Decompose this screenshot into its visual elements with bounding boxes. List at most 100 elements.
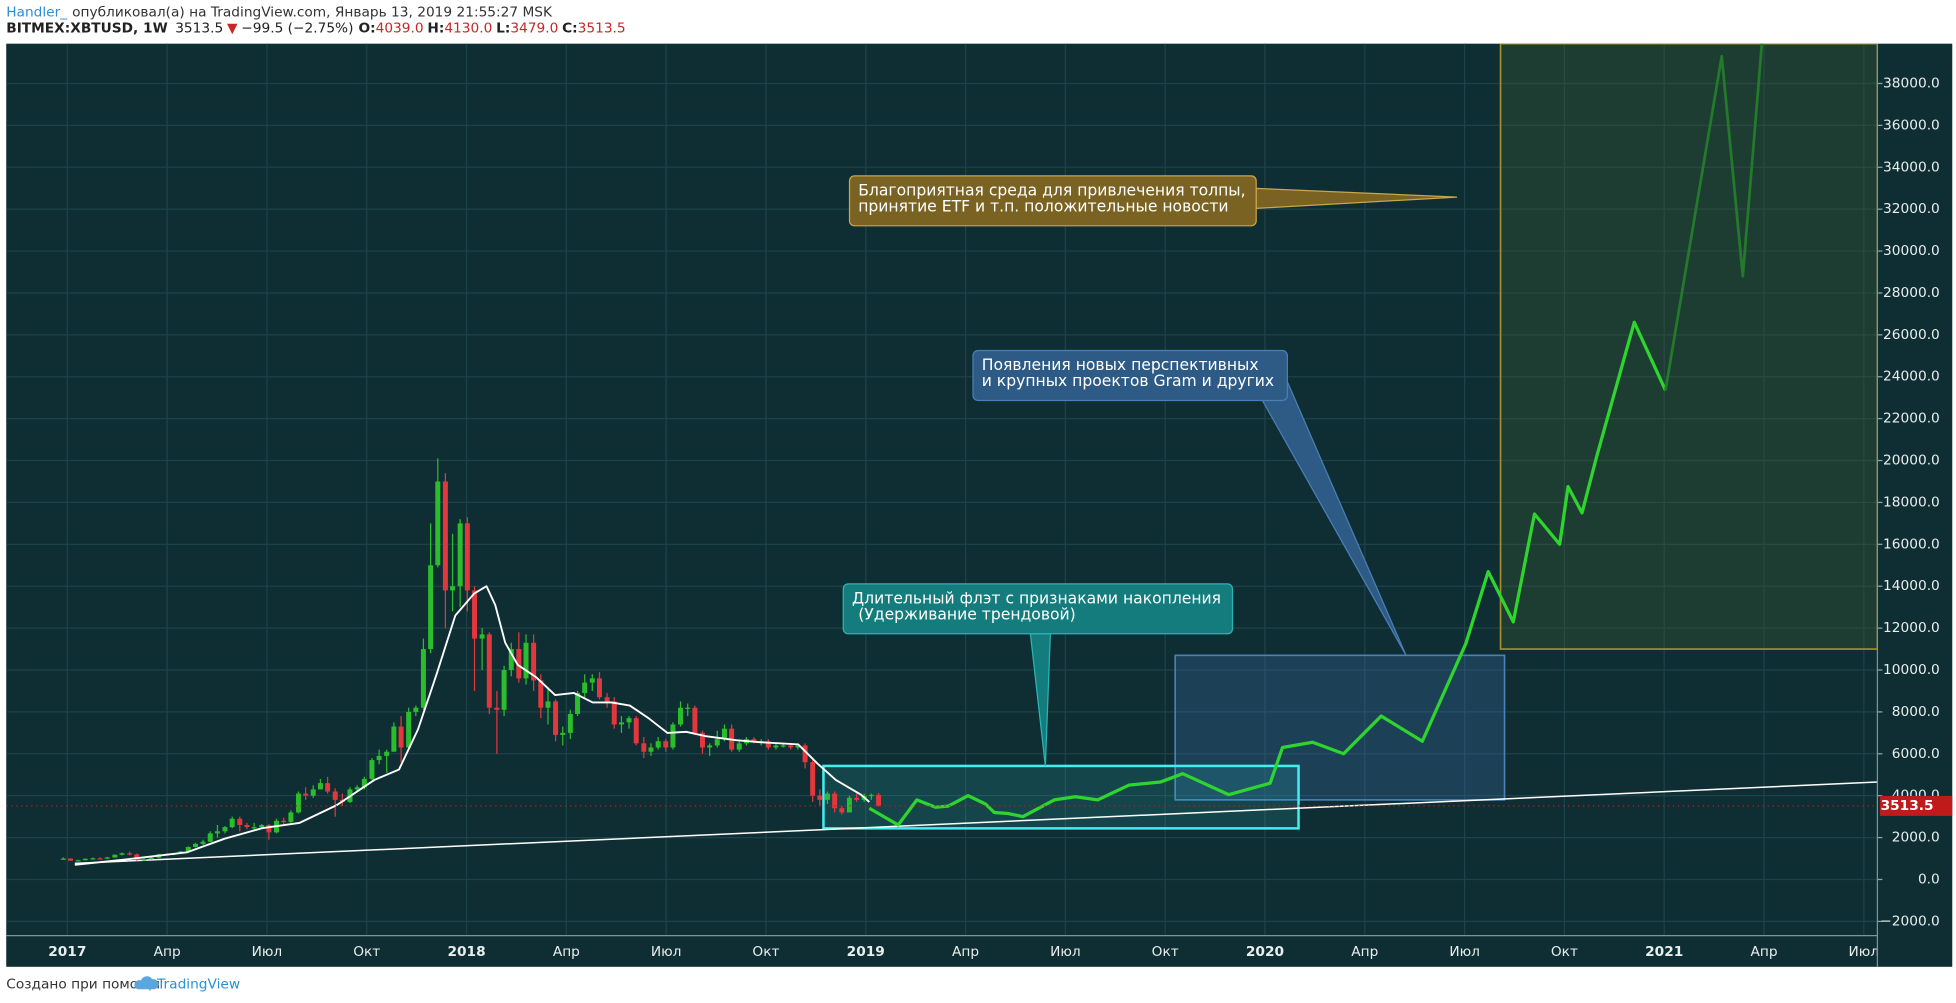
candle-body [839,808,845,813]
candle-body [457,523,463,587]
candle-body [420,649,426,708]
candle-body [288,812,294,822]
candle-body [553,701,559,735]
candle-body [442,481,448,591]
x-tick-label: Апр [553,944,580,960]
symbol: BITMEX:XBTUSD, 1W [6,21,167,37]
candle-body [817,795,823,800]
y-tick-label: 6000.0 [1892,746,1940,762]
candle-body [501,670,507,710]
candle-body [244,825,250,828]
overlay: −2000.00.02000.04000.06000.08000.010000.… [6,43,1953,967]
y-tick-label: 22000.0 [1883,411,1940,427]
low: 3479.0 [510,21,558,37]
candle-body [222,827,228,832]
x-tick-label: 2020 [1246,944,1284,960]
x-tick-label: Июл [1449,944,1480,960]
x-tick-label: 2018 [447,944,485,960]
x-tick-label: Окт [752,944,779,960]
candle-body [435,481,441,566]
candle-body [494,707,500,710]
candle-body [810,762,816,796]
candle-body [604,697,610,702]
footer-brand[interactable]: TradingView [156,976,240,992]
candle-body [560,732,566,735]
open-label: O: [358,21,375,37]
x-tick-label: Июл [651,944,682,960]
callout-text: и крупных проектов Gram и других [982,372,1274,390]
close-label: C: [562,21,578,37]
x-tick-label: Июл [1050,944,1081,960]
candle-body [104,857,110,859]
candle-body [149,857,155,860]
callout-text: Появления новых перспективных [982,356,1259,374]
candle-body [721,728,727,740]
zone [1499,43,1878,650]
line [74,781,1878,865]
candle-body [75,860,81,862]
candle-body [82,858,88,861]
low-label: L: [496,21,510,37]
candle-body [60,858,66,860]
candle-body [185,847,191,852]
x-tick-label: 2021 [1645,944,1683,960]
y-tick-label: 2000.0 [1892,830,1940,846]
callout-text: Длительный флэт с признаками накопления [852,589,1221,607]
candle-body [685,707,691,709]
y-tick-label: 30000.0 [1883,243,1940,259]
plot [6,43,1878,936]
candle-body [633,718,639,744]
candle-body [545,701,551,708]
x-tick-label: Апр [1351,944,1378,960]
y-tick-label: 8000.0 [1892,704,1940,720]
candle-body [707,745,713,748]
candle-body [266,825,272,833]
candle-body [317,783,323,790]
candle-body [868,794,874,797]
candle-body [332,791,338,800]
candle-body [618,722,624,725]
candle-body [398,726,404,748]
y-tick-label: 14000.0 [1883,578,1940,594]
candle-body [450,586,456,591]
callout-box [848,175,1257,227]
callout-text: Благоприятная среда для привлечения толп… [858,181,1245,199]
candle-body [582,682,588,694]
candle-body [589,678,595,683]
candle-body [780,745,786,747]
y-tick-label: 38000.0 [1883,75,1940,91]
candle-body [68,858,74,861]
candle-body [523,642,529,679]
candle-body [310,789,316,796]
candle-body [141,859,147,861]
candle-body [854,797,860,800]
candle-body [795,745,801,748]
candle-body [127,853,133,855]
y-tick-label: 12000.0 [1883,620,1940,636]
candle-body [361,778,367,788]
candle-body [648,747,654,752]
candle-body [714,739,720,746]
y-tick-label: 0.0 [1918,871,1940,887]
candle-body [134,854,140,860]
candle-body [567,713,573,733]
close: 3513.5 [578,21,626,37]
candle-body [611,701,617,725]
high: 4130.0 [444,21,492,37]
y-tick-label: 26000.0 [1883,327,1940,343]
candle-body [736,743,742,750]
candle-body [325,783,331,792]
change: −99.5 (−2.75%) [241,21,353,37]
candle-body [391,726,397,752]
candle-body [575,693,581,714]
candle-body [773,745,779,748]
candle-body [751,739,757,742]
author[interactable]: Handler_ [6,5,67,21]
candle-body [663,741,669,748]
candle-body [406,711,412,748]
callout-box [842,583,1234,635]
footer-text: Создано при помощи [6,976,160,992]
candle-body [531,642,537,681]
candle-body [259,825,265,828]
